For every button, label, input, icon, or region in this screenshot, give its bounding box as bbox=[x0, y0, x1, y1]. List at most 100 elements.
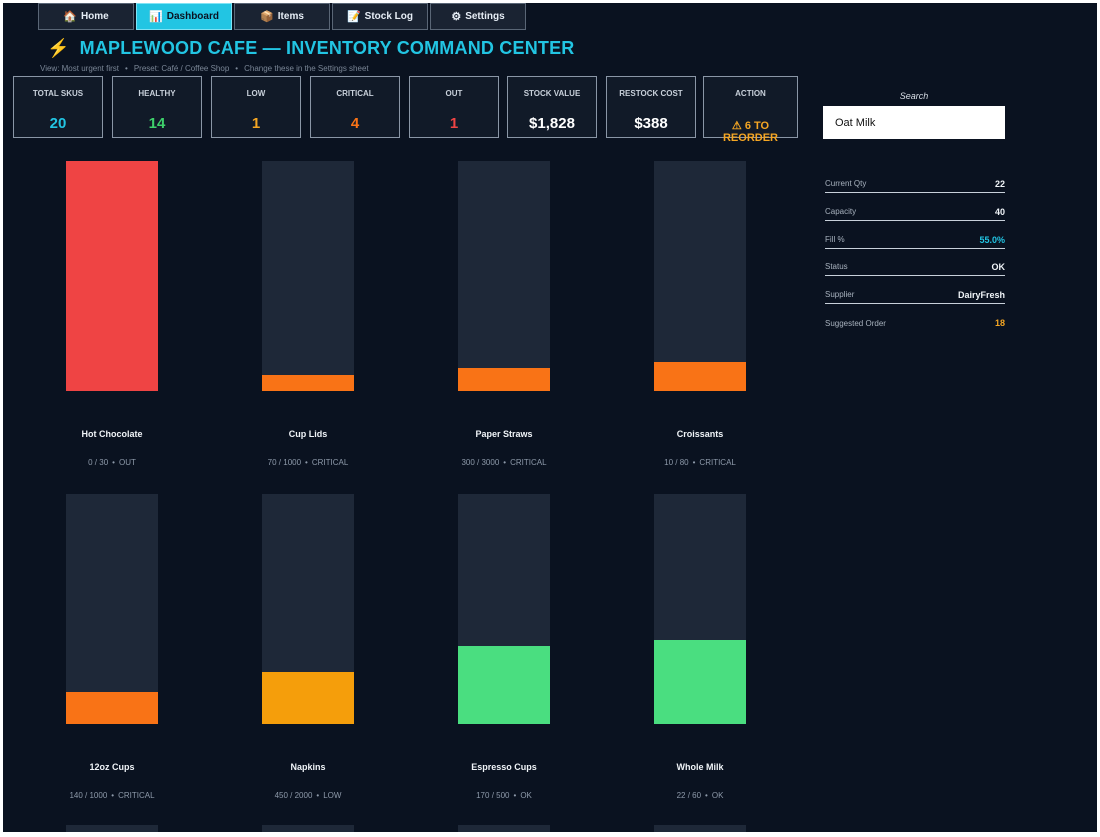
detail-key: Current Qty bbox=[825, 179, 867, 188]
item-status: CRITICAL bbox=[699, 458, 736, 467]
item-status: OUT bbox=[118, 458, 136, 467]
detail-key: Suggested Order bbox=[825, 318, 886, 328]
item-qty: 300 bbox=[461, 458, 475, 467]
subtitle-preset: Preset: Café / Coffee Shop bbox=[133, 64, 230, 73]
dashboard-frame: 🏠 Home 📊 Dashboard 📦 Items 📝 Stock Log ⚙ Settings… bbox=[3, 3, 1097, 832]
stock-bar-fill bbox=[654, 362, 746, 391]
kpi-value: 20 bbox=[49, 115, 67, 132]
kpi-value: $388 bbox=[634, 115, 668, 132]
qty-separator: / bbox=[673, 458, 680, 467]
qty-separator: / bbox=[685, 791, 693, 800]
stock-bar-track-partial bbox=[66, 825, 158, 832]
stock-bar-track bbox=[262, 161, 354, 391]
item-capacity: 2000 bbox=[294, 791, 313, 800]
detail-key: Capacity bbox=[825, 207, 857, 216]
item-capacity: 80 bbox=[679, 458, 689, 467]
item-qty: 0 bbox=[88, 458, 93, 467]
detail-value: 22 bbox=[994, 178, 1005, 189]
qty-separator: / bbox=[287, 791, 295, 800]
kpi-label: RESTOCK COST bbox=[619, 89, 683, 98]
detail-key: Supplier bbox=[825, 290, 855, 299]
tab-items-icon: 📦 bbox=[260, 11, 274, 23]
meta-dot: • bbox=[305, 458, 308, 467]
tab-home-label: Home bbox=[80, 11, 109, 22]
tab-items[interactable]: 📦 Items bbox=[234, 3, 330, 30]
item-capacity: 60 bbox=[692, 791, 702, 800]
stock-bar-track bbox=[654, 494, 746, 724]
item-capacity: 30 bbox=[99, 458, 109, 467]
meta-dot: • bbox=[112, 458, 115, 467]
stock-bar-track-partial bbox=[654, 825, 746, 832]
subtitle-settings-hint: Change these in the Settings sheet bbox=[244, 64, 369, 73]
meta-dot: • bbox=[111, 791, 115, 800]
kpi-card-low: LOW 1 bbox=[211, 76, 301, 138]
tab-dashboard[interactable]: 📊 Dashboard bbox=[136, 3, 232, 30]
tab-stock-log-label: Stock Log bbox=[364, 11, 414, 22]
item-status: LOW bbox=[323, 791, 342, 800]
stock-bar-track-partial bbox=[262, 825, 354, 832]
item-qty: 22 bbox=[676, 791, 686, 800]
item-qty: 170 bbox=[476, 791, 490, 800]
item-capacity: 3000 bbox=[481, 458, 500, 467]
tab-stock-log[interactable]: 📝 Stock Log bbox=[332, 3, 428, 30]
search-label: Search bbox=[899, 91, 929, 101]
stock-bar-fill bbox=[458, 368, 550, 391]
kpi-label: OUT bbox=[445, 89, 463, 98]
item-stock-meta: 70 / 1000 • CRITICAL bbox=[222, 458, 394, 467]
meta-dot: • bbox=[513, 791, 517, 800]
stock-bar-track bbox=[66, 161, 158, 391]
tab-settings-icon: ⚙ bbox=[451, 11, 462, 23]
detail-row-supplier: Supplier DairyFresh bbox=[825, 286, 1005, 304]
item-name: Hot Chocolate bbox=[81, 429, 143, 439]
detail-value: OK bbox=[991, 261, 1006, 272]
detail-row-suggested-order: Suggested Order 18 bbox=[825, 314, 1005, 332]
item-qty: 140 bbox=[69, 791, 83, 800]
kpi-value: $1,828 bbox=[529, 115, 575, 132]
kpi-value: 4 bbox=[350, 115, 360, 132]
detail-row-current-qty: Current Qty 22 bbox=[825, 175, 1005, 193]
stock-bar-track bbox=[262, 494, 354, 724]
item-stock-meta: 450 / 2000 • LOW bbox=[222, 791, 394, 800]
detail-value: DairyFresh bbox=[957, 289, 1005, 300]
kpi-card-critical: CRITICAL 4 bbox=[310, 76, 400, 138]
view-subtitle: View: Most urgent first • Preset: Café / C… bbox=[40, 64, 369, 73]
item-stock-meta: 140 / 1000 • CRITICAL bbox=[26, 791, 198, 800]
item-stock-meta: 170 / 500 • OK bbox=[418, 791, 590, 800]
item-stock-meta: 300 / 3000 • CRITICAL bbox=[418, 458, 590, 467]
tab-dashboard-label: Dashboard bbox=[166, 11, 219, 22]
item-status: CRITICAL bbox=[118, 791, 155, 800]
item-name: Paper Straws bbox=[475, 429, 533, 439]
page-title-text: MAPLEWOOD CAFE — INVENTORY COMMAND CENTE… bbox=[79, 38, 575, 58]
detail-row-status: Status OK bbox=[825, 258, 1005, 276]
qty-separator: / bbox=[92, 458, 100, 467]
kpi-value: ⚠ 6 TO REORDER bbox=[722, 120, 778, 144]
kpi-card-healthy: HEALTHY 14 bbox=[112, 76, 202, 138]
stock-bar-track bbox=[66, 494, 158, 724]
detail-row-capacity: Capacity 40 bbox=[825, 203, 1005, 221]
stock-bar-fill bbox=[262, 672, 354, 724]
subtitle-view: View: Most urgent first bbox=[40, 64, 119, 73]
qty-separator: / bbox=[276, 458, 284, 467]
kpi-card-total-skus: TOTAL SKUS 20 bbox=[13, 76, 103, 138]
item-status: OK bbox=[520, 791, 532, 800]
meta-dot: • bbox=[316, 791, 320, 800]
kpi-label: LOW bbox=[246, 89, 266, 98]
stock-bar-track bbox=[654, 161, 746, 391]
item-capacity: 1000 bbox=[283, 458, 302, 467]
item-name: 12oz Cups bbox=[89, 762, 135, 772]
item-capacity: 1000 bbox=[89, 791, 108, 800]
kpi-label: CRITICAL bbox=[336, 89, 374, 98]
item-qty: 70 bbox=[267, 458, 277, 467]
search-input[interactable] bbox=[823, 106, 1005, 139]
tab-settings[interactable]: ⚙ Settings bbox=[430, 3, 526, 30]
kpi-card-restock-cost: RESTOCK COST $388 bbox=[606, 76, 696, 138]
detail-key: Fill % bbox=[825, 235, 845, 244]
kpi-label: TOTAL SKUS bbox=[32, 89, 84, 98]
tab-home[interactable]: 🏠 Home bbox=[38, 3, 134, 30]
detail-value: 18 bbox=[994, 318, 1005, 328]
kpi-label: STOCK VALUE bbox=[523, 89, 581, 98]
kpi-value: 14 bbox=[148, 115, 166, 132]
detail-key: Status bbox=[825, 262, 848, 271]
kpi-card-action: ACTION ⚠ 6 TO REORDER bbox=[703, 76, 798, 144]
item-name: Espresso Cups bbox=[471, 762, 537, 772]
